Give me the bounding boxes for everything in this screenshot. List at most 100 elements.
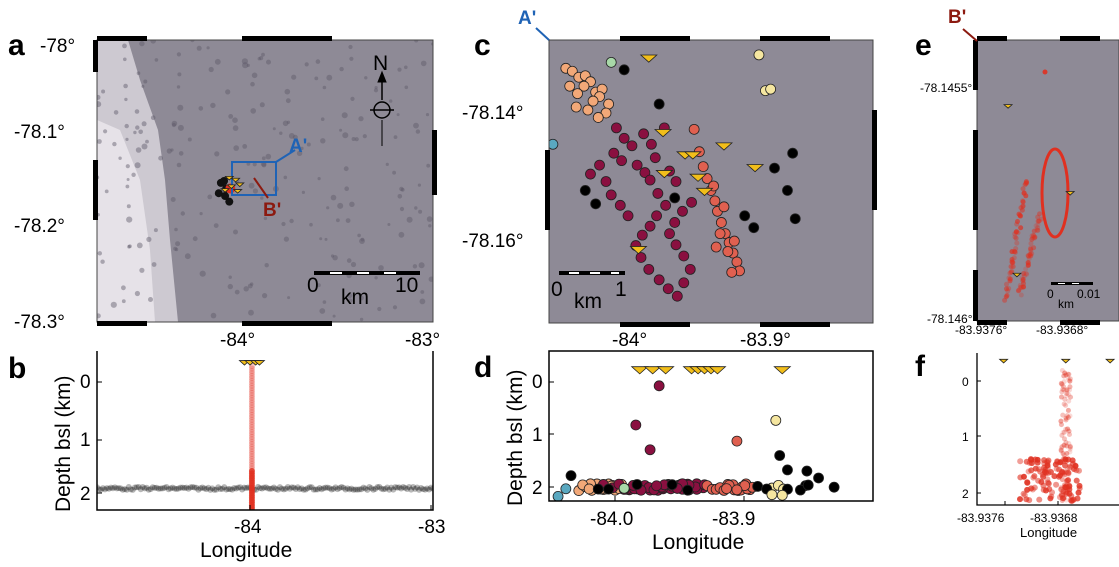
panel-b-deep-event xyxy=(386,486,393,493)
panel-a-speckle-dot xyxy=(241,58,248,65)
panel-b-deep-event xyxy=(294,484,301,491)
panel-b-deep-event xyxy=(111,484,118,491)
panel-a-speckle-dot xyxy=(150,115,156,120)
panel-c-event-maroon xyxy=(618,132,630,144)
panel-b-deep-event xyxy=(312,486,319,493)
scale-c-unit: km xyxy=(574,290,602,313)
panel-b-deep-event xyxy=(115,485,122,492)
panel-b-deep-event xyxy=(97,486,102,493)
panel-c-event-maroon xyxy=(671,290,683,302)
panel-a-speckle-dot xyxy=(404,85,409,90)
panel-e-event xyxy=(1013,235,1019,241)
panel-c-event-maroon xyxy=(635,252,647,263)
panel-c-event-maroon xyxy=(670,239,682,251)
panel-c-event-salmon xyxy=(731,256,743,268)
panel-c-event-salmon xyxy=(728,235,740,247)
panel-e-event xyxy=(1007,276,1013,282)
panel-a-speckle-dot xyxy=(141,84,145,88)
panel-c-station xyxy=(714,142,734,151)
panel-e-event xyxy=(1021,190,1027,196)
panel-a-speckle-dot xyxy=(281,221,286,227)
panel-e-event xyxy=(1035,218,1041,224)
panel-f-event xyxy=(1065,414,1071,420)
panel-a-speckle-dot xyxy=(406,216,413,223)
panel-a-speckle-dot xyxy=(228,275,232,279)
panel-a-speckle-dot xyxy=(103,129,108,134)
panel-a-speckle-dot xyxy=(339,128,343,132)
panel-b-deep-event xyxy=(237,484,244,491)
panel-b-deep-event xyxy=(119,486,126,493)
panel-a-speckle-dot xyxy=(315,59,321,64)
panel-b-deep-event xyxy=(416,486,423,493)
panel-b-event xyxy=(248,387,255,394)
panel-b-event xyxy=(248,460,255,467)
panel-f-event xyxy=(1049,489,1056,496)
panel-b-deep-event xyxy=(221,484,228,491)
panel-a-speckle-dot xyxy=(346,258,352,263)
panel-e-event xyxy=(1035,225,1041,231)
panel-b-deep-event xyxy=(426,486,433,493)
panel-a-speckle-dot xyxy=(170,148,174,152)
panel-a-speckle-dot xyxy=(148,297,153,302)
panel-a-speckle-dot xyxy=(233,229,238,235)
panel-a-speckle-dot xyxy=(135,125,140,130)
panel-b-deep-event xyxy=(97,486,104,493)
panel-f-event xyxy=(1067,387,1073,393)
panel-a-speckle-dot xyxy=(146,236,152,242)
panel-f-event xyxy=(1065,375,1071,381)
panel-a-speckle-dot xyxy=(210,102,216,109)
panel-f-event xyxy=(1065,477,1072,484)
panel-a-speckle-dot xyxy=(198,106,204,111)
panel-d: d 0 1 2 -84.0 -83.9 Longitude Depth bsl … xyxy=(474,350,874,554)
panel-b-deep-event xyxy=(121,486,128,493)
panel-a-speckle-dot xyxy=(250,282,254,286)
panel-a-speckle-dot xyxy=(112,141,117,147)
panel-a-speckle-dot xyxy=(317,177,321,181)
panel-a-speckle-dot xyxy=(175,241,181,247)
panel-d-event-black xyxy=(603,483,615,495)
panel-f-event xyxy=(1045,457,1052,464)
panel-c-event-maroon xyxy=(669,217,681,228)
panel-a-speckle-dot xyxy=(177,124,184,131)
panel-b-event xyxy=(248,443,255,450)
panel-b-deep-event xyxy=(259,485,266,492)
panel-f-event xyxy=(1046,485,1053,492)
panel-a-speckle-dot xyxy=(121,285,126,291)
panel-f-event xyxy=(1064,413,1070,419)
panel-a-speckle-dot xyxy=(176,52,181,57)
panel-f-event xyxy=(1066,377,1072,383)
panel-b-deep-event xyxy=(372,485,379,492)
panel-b-event xyxy=(248,414,255,421)
panel-b-event xyxy=(248,458,255,465)
panel-b-deep-event xyxy=(229,486,236,493)
panel-a-speckle-dot xyxy=(420,60,427,67)
north-label: N xyxy=(373,52,388,75)
panel-c-event-maroon xyxy=(610,122,622,134)
panel-a-speckle-dot xyxy=(287,296,291,300)
panel-a-speckle-dot xyxy=(97,251,103,256)
panel-f-event xyxy=(1067,413,1073,419)
panel-c-event-maroon xyxy=(608,147,620,159)
panel-d-event-black xyxy=(774,450,786,461)
panel-a-speckle-dot xyxy=(428,224,432,228)
panel-f-event xyxy=(1059,381,1065,387)
panel-c-event-maroon xyxy=(638,128,650,140)
panel-a-speckle-dot xyxy=(399,206,405,212)
panel-a-speckle-dot xyxy=(232,117,238,123)
panel-d-event-maroon xyxy=(653,380,665,392)
panel-f-event xyxy=(1060,429,1066,435)
panel-f-event xyxy=(1066,432,1072,438)
panel-f-event xyxy=(1047,468,1054,475)
panel-b-deep-event xyxy=(261,484,268,491)
panel-a-speckle-dot xyxy=(192,236,198,242)
panel-a-speckle-dot xyxy=(341,112,348,119)
panel-b-deep-event xyxy=(123,486,130,493)
panel-b-deep-event xyxy=(191,484,198,491)
panel-b-deep-event xyxy=(129,486,136,493)
panel-c-event-peach xyxy=(572,88,583,100)
panel-b-event xyxy=(248,370,255,377)
panel-e-event xyxy=(1035,222,1041,228)
panel-e-event xyxy=(1028,241,1034,247)
panel-c-event-maroon xyxy=(652,188,664,199)
panel-b-deep-event xyxy=(203,486,210,493)
